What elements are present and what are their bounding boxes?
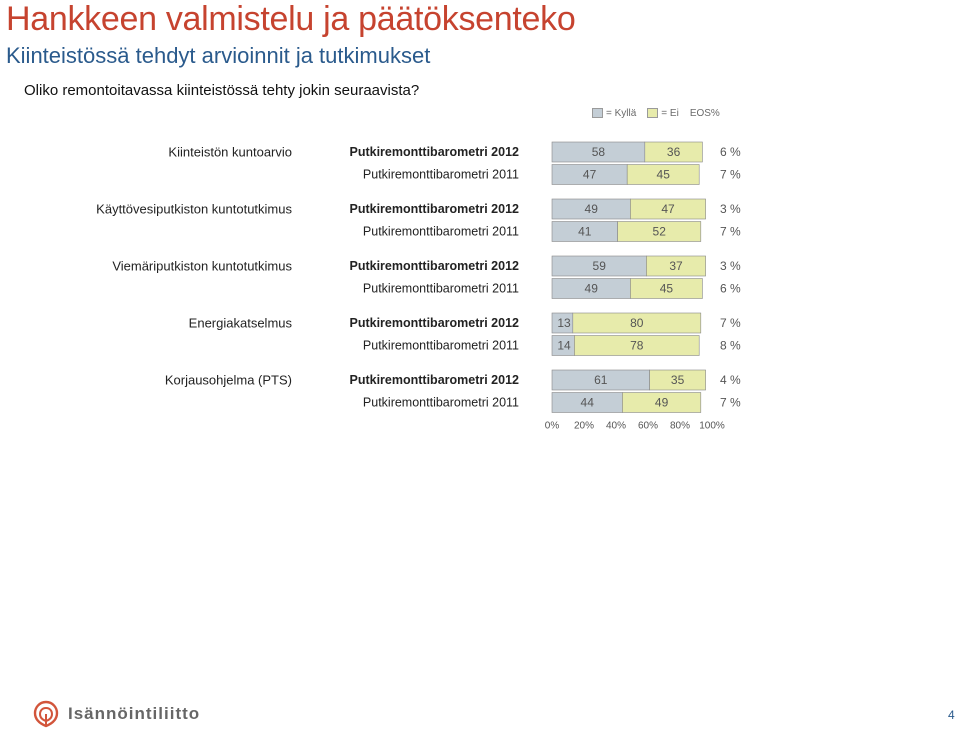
group-label: Viemäriputkiston kuntotutkimus xyxy=(112,259,292,274)
bar-no-label: 47 xyxy=(661,202,675,216)
eos-label: 3 % xyxy=(720,202,741,216)
group-label: Käyttövesiputkiston kuntotutkimus xyxy=(96,202,292,217)
bar-no xyxy=(646,255,706,277)
logo-wordmark: Isännöintiliitto xyxy=(68,704,201,723)
x-tick-label: 40% xyxy=(606,421,626,432)
group-label: Korjausohjelma (PTS) xyxy=(165,373,292,388)
bar-no-label: 78 xyxy=(630,339,644,353)
page-title: Hankkeen valmistelu ja päätöksenteko xyxy=(6,0,576,38)
bar-no-label: 37 xyxy=(669,259,683,273)
eos-label: 3 % xyxy=(720,259,741,273)
bar-yes-label: 59 xyxy=(593,259,607,273)
logo-icon xyxy=(33,700,59,728)
row-source-label: Putkiremonttibarometri 2012 xyxy=(350,145,520,159)
bar-yes-label: 49 xyxy=(585,282,599,296)
x-tick-label: 0% xyxy=(545,421,560,432)
x-tick-label: 80% xyxy=(670,421,690,432)
bar-yes-label: 41 xyxy=(578,225,592,239)
eos-label: 8 % xyxy=(720,339,741,353)
bar-no-label: 49 xyxy=(655,396,669,410)
bar-no xyxy=(649,369,706,391)
bar-no-label: 45 xyxy=(657,168,671,182)
bar-no-label: 80 xyxy=(630,316,644,330)
row-source-label: Putkiremonttibarometri 2011 xyxy=(363,225,519,239)
row-source-label: Putkiremonttibarometri 2011 xyxy=(363,339,519,353)
eos-label: 4 % xyxy=(720,373,741,387)
row-source-label: Putkiremonttibarometri 2012 xyxy=(350,316,520,330)
bar-no xyxy=(626,164,700,185)
row-source-label: Putkiremonttibarometri 2012 xyxy=(350,373,520,387)
eos-label: 6 % xyxy=(720,282,741,296)
bar-no xyxy=(574,335,700,356)
bar-no xyxy=(617,221,702,242)
chart-legend: = Kyllä = Ei EOS% xyxy=(592,106,720,120)
bar-no xyxy=(644,141,703,163)
survey-question: Oliko remontoitavassa kiinteistössä teht… xyxy=(24,82,420,99)
eos-label: 7 % xyxy=(720,168,741,182)
eos-label: 6 % xyxy=(720,145,741,159)
bar-no xyxy=(630,198,706,220)
legend-swatch-yes xyxy=(592,108,603,118)
bar-yes-label: 49 xyxy=(585,202,599,216)
bar-yes-label: 47 xyxy=(583,168,597,182)
legend-label-no: = Ei xyxy=(661,107,679,119)
row-source-label: Putkiremonttibarometri 2011 xyxy=(363,282,519,296)
bar-no-label: 35 xyxy=(671,373,685,387)
legend-label-yes: = Kyllä xyxy=(606,107,637,119)
row-source-label: Putkiremonttibarometri 2011 xyxy=(363,396,519,410)
row-source-label: Putkiremonttibarometri 2012 xyxy=(350,202,520,216)
bar-no xyxy=(630,278,703,299)
row-source-label: Putkiremonttibarometri 2012 xyxy=(350,259,520,273)
x-tick-label: 60% xyxy=(638,421,658,432)
bar-no xyxy=(622,392,702,413)
bar-no-label: 36 xyxy=(667,145,681,159)
bar-yes-label: 44 xyxy=(581,396,595,410)
x-tick-label: 100% xyxy=(699,421,725,432)
group-label: Kiinteistön kuntoarvio xyxy=(168,145,292,160)
group-label: Energiakatselmus xyxy=(189,316,293,331)
row-source-label: Putkiremonttibarometri 2011 xyxy=(363,168,519,182)
bar-no xyxy=(572,312,702,334)
bar-no-label: 52 xyxy=(653,225,667,239)
bar-no-label: 45 xyxy=(660,282,674,296)
bar-yes-label: 61 xyxy=(594,373,608,387)
page-subtitle: Kiinteistössä tehdyt arvioinnit ja tutki… xyxy=(6,43,431,68)
x-tick-label: 20% xyxy=(574,421,594,432)
stacked-bar-chart: Kiinteistön kuntoarvio Putkiremonttibarom… xyxy=(96,141,741,432)
eos-label: 7 % xyxy=(720,225,741,239)
legend-label-eos: EOS% xyxy=(689,107,720,119)
bar-yes-label: 14 xyxy=(557,339,571,353)
legend-swatch-no xyxy=(647,108,659,118)
eos-label: 7 % xyxy=(720,396,741,410)
bar-yes-label: 13 xyxy=(557,316,571,330)
eos-label: 7 % xyxy=(720,316,741,330)
page-number: 4 xyxy=(948,708,955,722)
footer-logo: Isännöintiliitto xyxy=(32,700,200,728)
bar-yes-label: 58 xyxy=(592,145,606,159)
